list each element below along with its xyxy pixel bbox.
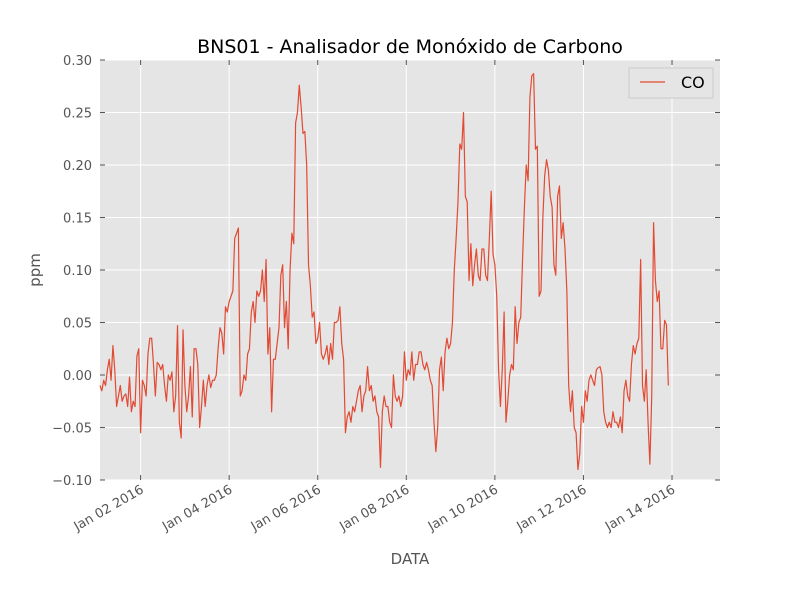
y-tick-label: −0.10 (52, 474, 92, 489)
series-layer (99, 73, 669, 471)
x-tick-label: Jan 08 2016 (336, 482, 412, 534)
y-tick-label: 0.00 (63, 369, 92, 384)
y-tick-label: 0.20 (63, 159, 92, 174)
y-axis-ticks: 0.30 0.25 0.20 0.15 0.10 0.05 0.00 −0.05 −0.10 (52, 54, 720, 489)
legend-box (628, 67, 714, 99)
legend-label-co: CO (681, 73, 705, 92)
x-tick-label: Jan 02 2016 (71, 482, 147, 534)
y-tick-label: 0.15 (63, 212, 92, 227)
series-line-co (99, 73, 669, 471)
x-tick-label: Jan 14 2016 (602, 482, 678, 534)
x-tick-label: Jan 10 2016 (425, 482, 501, 534)
y-tick-label: 0.30 (63, 54, 92, 69)
x-tick-label: Jan 12 2016 (514, 482, 590, 534)
x-tick-label: Jan 06 2016 (248, 482, 324, 534)
grid-lines (100, 59, 720, 481)
y-tick-label: 0.05 (63, 317, 92, 332)
x-tick-label: Jan 04 2016 (159, 482, 235, 534)
y-axis-label: ppm (26, 253, 44, 287)
y-tick-label: −0.05 (52, 422, 92, 437)
y-tick-label: 0.25 (63, 107, 92, 122)
y-tick-label: 0.10 (63, 264, 92, 279)
chart-title: BNS01 - Analisador de Monóxido de Carbon… (197, 36, 623, 58)
x-axis-label: DATA (391, 550, 430, 568)
legend: CO (628, 67, 714, 99)
